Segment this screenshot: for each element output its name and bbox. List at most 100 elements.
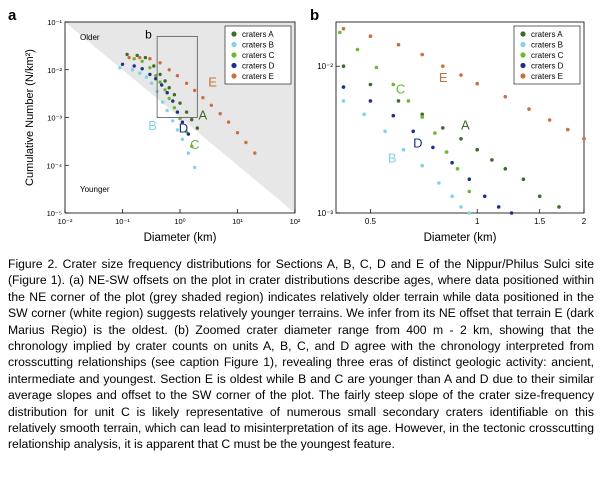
data-point-b	[144, 75, 149, 79]
data-point-b	[161, 100, 165, 104]
data-point-b	[362, 112, 366, 117]
legend-entry: craters E	[242, 72, 274, 81]
series-label-b: B	[148, 118, 157, 133]
data-point-e	[527, 107, 531, 111]
data-point-d	[509, 211, 514, 215]
data-point-a	[503, 167, 508, 171]
data-point-a	[475, 147, 480, 152]
data-point-c	[406, 99, 411, 103]
legend-entry: craters B	[242, 41, 274, 50]
data-point-c	[374, 65, 379, 70]
zoom-region-box	[156, 35, 198, 118]
data-point-d	[482, 194, 487, 199]
data-point-a	[178, 101, 182, 105]
x-axis-label: Diameter (km)	[424, 232, 497, 244]
data-point-a	[396, 99, 401, 103]
data-point-d	[450, 160, 454, 165]
data-point-d	[120, 62, 125, 66]
data-point-d	[154, 77, 158, 81]
data-point-b	[165, 108, 169, 113]
legend-entry: craters D	[242, 62, 275, 71]
figure: a 10⁻² 10⁻¹ 10⁰ 10¹ 10² 10⁻¹ 10⁻² 10⁻³ 10⁻⁴ 10⁻⁵ D…	[8, 7, 587, 244]
data-point-d	[186, 132, 191, 136]
legend-marker	[520, 52, 526, 58]
data-point-b	[401, 147, 406, 152]
data-point-c	[355, 47, 360, 52]
legend-marker	[231, 73, 237, 79]
data-point-b	[175, 128, 180, 132]
data-point-a	[163, 79, 167, 83]
data-point-e	[503, 94, 508, 99]
data-point-b	[450, 194, 454, 199]
data-point-a	[125, 52, 129, 57]
data-point-e	[475, 81, 480, 86]
data-point-c	[420, 115, 425, 119]
y-tick-label: 10⁻³	[317, 209, 333, 218]
data-point-c	[132, 57, 136, 61]
legend-entry: craters A	[531, 30, 563, 39]
series-label-a: A	[461, 118, 470, 133]
y-tick-label: 10⁻⁴	[46, 161, 62, 170]
data-point-e	[158, 61, 162, 65]
data-point-a	[459, 137, 463, 141]
data-point-b	[149, 81, 154, 86]
annotation-older: Older	[80, 33, 100, 42]
data-point-b	[383, 129, 387, 134]
data-point-e	[167, 68, 171, 72]
data-point-a	[167, 86, 171, 90]
data-point-a	[537, 194, 542, 199]
legend-marker	[231, 41, 237, 48]
data-point-b	[341, 99, 346, 103]
data-point-a	[368, 82, 373, 87]
data-point-d	[175, 110, 180, 114]
data-point-e	[441, 64, 445, 68]
data-point-e	[218, 112, 222, 116]
data-point-c	[391, 82, 396, 87]
legend-marker	[231, 31, 237, 37]
data-point-b	[193, 165, 197, 170]
data-point-d	[180, 120, 185, 124]
data-point-c	[444, 150, 449, 154]
y-axis-label: Cumulative Number (N/km²)	[24, 49, 36, 186]
data-point-c	[455, 167, 460, 171]
data-point-a	[420, 112, 425, 117]
y-tick-label: 10⁻⁵	[47, 209, 62, 218]
data-point-b	[467, 211, 472, 215]
series-label-d: D	[179, 121, 188, 136]
data-point-a	[341, 64, 346, 68]
panel-b-chart: 0.5 1 1.5 2 10⁻² 10⁻³ Diameter (km) A B C D Ecrater…	[317, 21, 587, 244]
data-point-c	[172, 106, 177, 110]
legend-entry: craters E	[531, 72, 563, 81]
data-point-d	[467, 177, 472, 181]
x-tick-label: 10⁰	[174, 217, 185, 226]
data-point-c	[167, 96, 171, 101]
data-point-d	[411, 129, 416, 134]
data-point-b	[171, 119, 175, 123]
data-point-a	[195, 126, 199, 130]
data-point-e	[226, 120, 231, 124]
data-point-c	[163, 88, 167, 92]
data-point-b	[186, 151, 191, 155]
data-point-e	[127, 55, 131, 60]
data-point-d	[148, 72, 152, 77]
data-point-d	[431, 145, 435, 150]
legend-entry: craters C	[531, 51, 564, 60]
x-tick-label: 2	[582, 217, 587, 226]
data-point-d	[496, 205, 501, 209]
x-tick-label: 10⁻²	[58, 217, 73, 226]
data-point-d	[165, 91, 169, 95]
data-point-a	[172, 93, 177, 97]
legend-marker	[520, 62, 526, 69]
data-point-e	[253, 151, 257, 155]
legend-marker	[231, 62, 237, 69]
data-point-c	[148, 66, 152, 70]
legend-marker	[520, 41, 526, 48]
series-label-b: B	[388, 151, 397, 166]
data-point-c	[338, 30, 342, 35]
data-point-b	[420, 163, 425, 168]
data-point-e	[138, 55, 142, 60]
data-point-e	[566, 127, 570, 132]
annotation-younger: Younger	[80, 185, 110, 194]
series-label-e: E	[439, 70, 448, 85]
zoom-box-label: b	[145, 27, 152, 41]
